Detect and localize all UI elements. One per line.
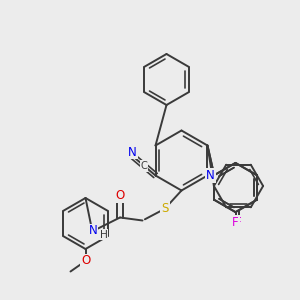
Text: O: O bbox=[116, 189, 124, 203]
Polygon shape bbox=[205, 152, 272, 220]
Text: F: F bbox=[232, 216, 239, 229]
Text: H: H bbox=[100, 230, 107, 240]
Text: C: C bbox=[141, 161, 148, 171]
Text: S: S bbox=[161, 202, 169, 215]
Text: F: F bbox=[232, 216, 239, 229]
Text: N: N bbox=[128, 146, 137, 159]
Text: F: F bbox=[235, 216, 242, 229]
Text: N: N bbox=[88, 224, 98, 238]
Text: O: O bbox=[81, 254, 90, 268]
Text: N: N bbox=[206, 169, 215, 182]
